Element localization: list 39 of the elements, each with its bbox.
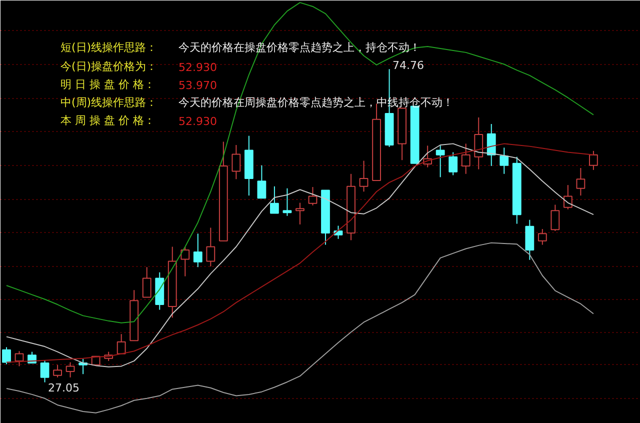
candlestick (270, 186, 279, 214)
candlestick (180, 246, 190, 277)
text: 短(日)线操作思路： (60, 41, 158, 54)
candlestick (461, 143, 470, 174)
annotation: 中(周)线操作思路： (60, 96, 158, 109)
annotation: 52.930 (178, 61, 217, 74)
candlestick (66, 362, 75, 378)
candlestick (359, 160, 368, 192)
annotation: 今(日)操盘价格为： (60, 60, 158, 73)
candlestick (40, 360, 50, 383)
candlestick (193, 233, 202, 268)
candlestick (232, 144, 241, 180)
annotation: 53.970 (178, 79, 217, 92)
candlestick (525, 219, 534, 260)
candlestick (550, 204, 560, 232)
candlestick (308, 186, 318, 206)
candlestick (14, 350, 24, 367)
candlestick (282, 188, 292, 216)
candlestick (500, 147, 509, 174)
candlestick (576, 167, 586, 196)
candlestick (142, 266, 152, 298)
annotation: 74.76 (392, 59, 424, 72)
candlestick (257, 164, 266, 199)
candlestick (486, 123, 496, 167)
annotation: 27.05 (48, 381, 80, 394)
candlestick (448, 152, 458, 176)
candlestick (538, 228, 547, 246)
annotation: 明 日 操 盘 价 格： (60, 78, 155, 91)
annotation: 本 周 操 盘 价 格： (60, 114, 155, 127)
candlestick (116, 334, 126, 354)
candlestick (589, 150, 598, 170)
candlestick (206, 227, 216, 267)
candlestick (563, 184, 572, 210)
candlestick (474, 116, 484, 170)
candlestick (296, 202, 304, 225)
candlestick (53, 364, 62, 378)
annotation: 52.930 (178, 115, 217, 128)
candlestick (436, 145, 445, 178)
candlestick (2, 346, 11, 365)
